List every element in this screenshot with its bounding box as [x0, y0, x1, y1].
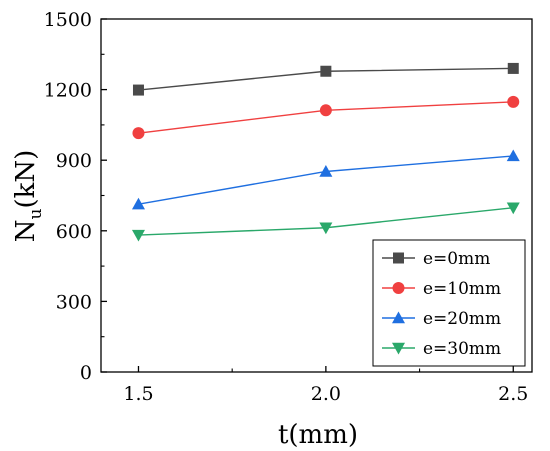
- legend-marker: [392, 342, 405, 355]
- data-point: [319, 164, 333, 177]
- y-tick-label: 600: [56, 221, 92, 243]
- y-tick-label: 1500: [44, 9, 92, 31]
- x-tick-label: 2.0: [311, 383, 341, 405]
- y-tick-label: 300: [56, 291, 92, 313]
- x-tick-label: 1.5: [123, 383, 153, 405]
- x-tick-label: 2.5: [498, 383, 528, 405]
- series-3: [131, 202, 520, 242]
- y-tick-label: 1200: [44, 80, 92, 102]
- x-axis-title: t(mm): [278, 420, 358, 450]
- series-2: [131, 149, 520, 210]
- legend-marker: [392, 311, 405, 324]
- series-1: [132, 95, 520, 140]
- data-point: [132, 127, 145, 140]
- data-point: [507, 62, 519, 74]
- y-axis-title-base: N: [11, 220, 41, 243]
- data-point: [319, 222, 333, 235]
- axes: 0 300 600 900 1200 1500 1.5 2.0 2.5: [44, 9, 533, 405]
- legend-entry: e=0mm: [382, 249, 490, 269]
- data-point: [319, 104, 332, 117]
- y-tick-label: 0: [80, 362, 92, 384]
- y-axis-title-suffix: (kN): [11, 150, 41, 209]
- legend-label: e=20mm: [423, 309, 501, 329]
- legend-marker: [393, 252, 404, 264]
- data-point: [131, 197, 145, 210]
- series-line: [138, 155, 514, 205]
- legend-entry: e=30mm: [382, 339, 501, 359]
- data-point: [507, 95, 520, 108]
- series-layer: [131, 62, 520, 242]
- data-point: [506, 149, 520, 162]
- legend-label: e=0mm: [423, 249, 490, 269]
- data-point: [320, 65, 332, 77]
- legend-entry: e=10mm: [382, 279, 501, 299]
- data-point: [131, 229, 145, 242]
- series-0: [132, 62, 519, 96]
- legend: e=0mm e=10mm e=20mm e=30mm: [372, 239, 526, 367]
- y-axis-title-sub: u: [26, 209, 46, 220]
- legend-label: e=30mm: [423, 339, 501, 359]
- legend-entry: e=20mm: [382, 309, 501, 329]
- y-axis-title: Nu(kN): [11, 150, 46, 243]
- legend-label: e=10mm: [423, 279, 501, 299]
- data-point: [506, 202, 520, 215]
- y-tick-label: 900: [56, 150, 92, 172]
- data-point: [132, 84, 144, 96]
- legend-marker: [392, 282, 405, 294]
